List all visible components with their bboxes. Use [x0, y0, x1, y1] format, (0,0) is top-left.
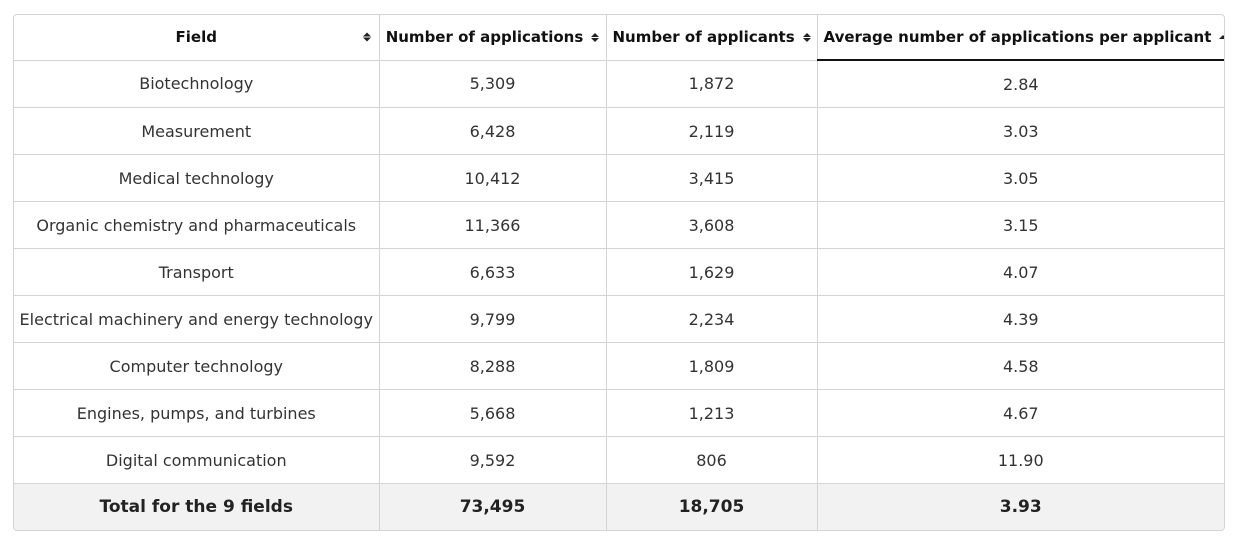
column-header-field[interactable]: Field	[14, 15, 380, 61]
cell-field: Engines, pumps, and turbines	[14, 389, 380, 437]
cell-field: Biotechnology	[14, 60, 380, 108]
cell-average: 3.03	[817, 107, 1224, 155]
table-row: Computer technology 8,288 1,809 4.58	[14, 342, 1224, 390]
cell-field: Transport	[14, 248, 380, 296]
data-table-container: Field Number of applications	[13, 14, 1225, 531]
cell-applicants: 1,213	[606, 389, 818, 437]
sort-both-icon[interactable]	[362, 32, 371, 42]
table-row: Measurement 6,428 2,119 3.03	[14, 107, 1224, 155]
cell-applicants: 1,629	[606, 248, 818, 296]
column-header-label: Number of applications	[385, 28, 584, 47]
cell-field: Measurement	[14, 107, 380, 155]
cell-average: 3.05	[817, 154, 1224, 202]
column-header-applications[interactable]: Number of applications	[379, 15, 607, 61]
cell-field: Organic chemistry and pharmaceuticals	[14, 201, 380, 249]
cell-field: Medical technology	[14, 154, 380, 202]
sort-ascending-icon[interactable]	[1219, 35, 1224, 39]
cell-applications: 11,366	[379, 201, 607, 249]
table-row: Biotechnology 5,309 1,872 2.84	[14, 60, 1224, 108]
cell-applications: 9,799	[379, 295, 607, 343]
cell-applications: 10,412	[379, 154, 607, 202]
cell-applications: 5,309	[379, 60, 607, 108]
total-average: 3.93	[817, 483, 1224, 530]
cell-average: 3.15	[817, 201, 1224, 249]
column-header-applicants[interactable]: Number of applicants	[606, 15, 818, 61]
cell-average: 4.39	[817, 295, 1224, 343]
table-row: Transport 6,633 1,629 4.07	[14, 248, 1224, 296]
header-row: Field Number of applications	[14, 15, 1224, 61]
cell-applicants: 2,119	[606, 107, 818, 155]
total-applicants: 18,705	[606, 483, 818, 530]
sort-both-icon[interactable]	[802, 32, 811, 42]
cell-applications: 6,633	[379, 248, 607, 296]
column-header-label: Number of applicants	[612, 28, 795, 47]
table-row: Medical technology 10,412 3,415 3.05	[14, 154, 1224, 202]
cell-applicants: 806	[606, 436, 818, 484]
cell-applicants: 1,809	[606, 342, 818, 390]
table-row: Organic chemistry and pharmaceuticals 11…	[14, 201, 1224, 249]
cell-applicants: 2,234	[606, 295, 818, 343]
total-applications: 73,495	[379, 483, 607, 530]
cell-applications: 6,428	[379, 107, 607, 155]
cell-applicants: 3,415	[606, 154, 818, 202]
cell-applicants: 1,872	[606, 60, 818, 108]
table-row: Electrical machinery and energy technolo…	[14, 295, 1224, 343]
cell-field: Computer technology	[14, 342, 380, 390]
cell-average: 11.90	[817, 436, 1224, 484]
column-header-label: Field	[175, 28, 217, 47]
total-field: Total for the 9 fields	[14, 483, 380, 530]
total-row: Total for the 9 fields 73,495 18,705 3.9…	[14, 483, 1224, 530]
cell-average: 2.84	[817, 60, 1224, 108]
column-header-label: Average number of applications per appli…	[823, 28, 1212, 46]
cell-average: 4.07	[817, 248, 1224, 296]
cell-applications: 9,592	[379, 436, 607, 484]
sort-both-icon[interactable]	[591, 32, 600, 42]
cell-average: 4.67	[817, 389, 1224, 437]
cell-applications: 5,668	[379, 389, 607, 437]
patent-fields-table: Field Number of applications	[14, 15, 1224, 530]
cell-field: Electrical machinery and energy technolo…	[14, 295, 380, 343]
cell-average: 4.58	[817, 342, 1224, 390]
cell-applicants: 3,608	[606, 201, 818, 249]
table-row: Digital communication 9,592 806 11.90	[14, 436, 1224, 484]
table-body: Biotechnology 5,309 1,872 2.84 Measureme…	[14, 60, 1224, 530]
column-header-average[interactable]: Average number of applications per appli…	[817, 15, 1224, 61]
cell-applications: 8,288	[379, 342, 607, 390]
table-header: Field Number of applications	[14, 15, 1224, 61]
table-row: Engines, pumps, and turbines 5,668 1,213…	[14, 389, 1224, 437]
cell-field: Digital communication	[14, 436, 380, 484]
